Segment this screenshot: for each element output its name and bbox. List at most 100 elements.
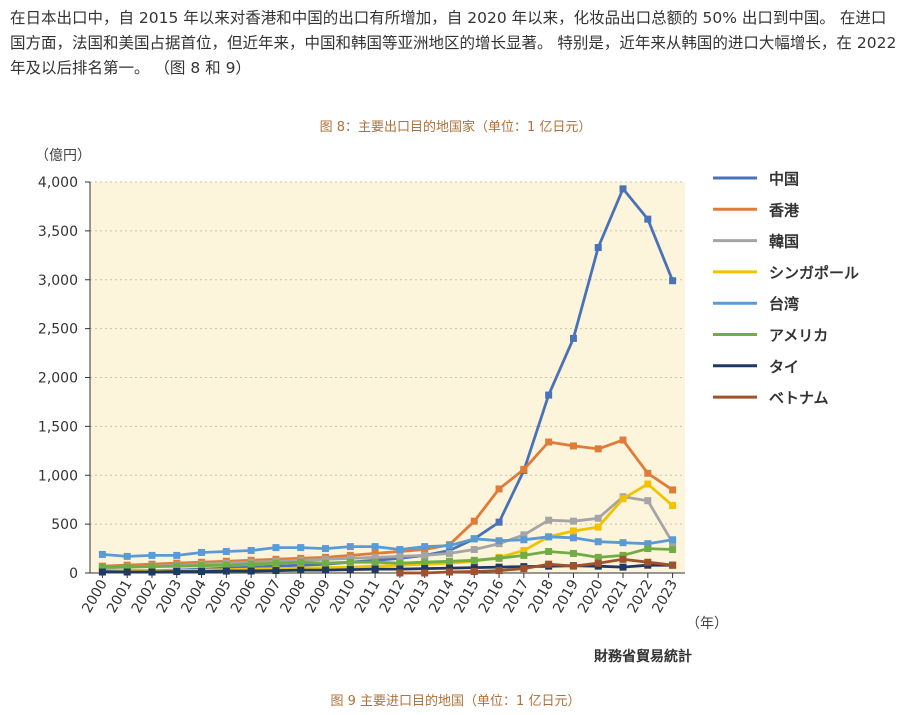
data-point xyxy=(346,558,354,566)
intro-paragraph: 在日本出口中，自 2015 年以来对香港和中国的出口有所增加，自 2020 年以… xyxy=(10,9,897,77)
data-point xyxy=(297,558,305,566)
data-point xyxy=(272,559,280,567)
legend-label: 中国 xyxy=(769,170,799,188)
data-point xyxy=(520,465,528,473)
data-point xyxy=(520,531,528,539)
data-point xyxy=(445,549,453,557)
series-7 xyxy=(396,555,677,577)
data-point xyxy=(669,561,677,569)
data-point xyxy=(470,517,478,525)
data-point xyxy=(495,518,503,526)
data-point xyxy=(569,562,577,570)
data-point xyxy=(619,539,627,547)
legend-label: 香港 xyxy=(769,201,800,219)
legend-item: 中国 xyxy=(713,170,799,188)
data-point xyxy=(520,547,528,555)
data-point xyxy=(545,438,553,446)
data-point xyxy=(545,533,553,541)
data-point xyxy=(371,565,379,573)
legend-item: シンガポール xyxy=(713,264,859,282)
legend-label: 台湾 xyxy=(769,295,799,313)
data-point xyxy=(173,551,181,559)
y-tick-label: 1,500 xyxy=(38,419,78,435)
legend-label: タイ xyxy=(769,358,799,376)
data-point xyxy=(545,391,553,399)
y-tick-label: 3,500 xyxy=(38,224,78,240)
data-point xyxy=(371,543,379,551)
data-point xyxy=(222,547,230,555)
data-point xyxy=(198,562,206,570)
data-point xyxy=(396,569,404,577)
data-point xyxy=(445,568,453,576)
y-tick-label: 0 xyxy=(69,566,78,582)
data-point xyxy=(198,548,206,556)
data-point xyxy=(297,566,305,574)
series-line xyxy=(102,438,674,568)
y-tick-label: 1,000 xyxy=(38,468,78,484)
data-point xyxy=(520,565,528,573)
line-chart: 05001,0001,5002,0002,5003,0003,5004,000 … xyxy=(35,148,859,665)
data-point xyxy=(222,567,230,575)
data-point xyxy=(619,555,627,563)
data-point xyxy=(247,560,255,568)
data-point xyxy=(644,545,652,553)
data-point xyxy=(445,557,453,565)
data-point xyxy=(619,436,627,444)
series-4 xyxy=(98,533,677,560)
series-layer xyxy=(98,185,677,577)
data-point xyxy=(669,486,677,494)
data-point xyxy=(470,568,478,576)
data-point xyxy=(470,546,478,554)
data-point xyxy=(148,563,156,571)
data-point xyxy=(569,549,577,557)
y-tick-label: 2,500 xyxy=(38,322,78,338)
data-point xyxy=(569,527,577,535)
data-point xyxy=(247,547,255,555)
y-tick-label: 4,000 xyxy=(38,175,78,191)
data-point xyxy=(594,514,602,522)
data-point xyxy=(594,559,602,567)
data-point xyxy=(644,558,652,566)
legend-item: アメリカ xyxy=(713,327,828,345)
data-point xyxy=(619,551,627,559)
data-point xyxy=(470,556,478,564)
data-point xyxy=(346,566,354,574)
data-point xyxy=(644,215,652,223)
data-point xyxy=(594,553,602,561)
data-point xyxy=(198,568,206,576)
data-point xyxy=(669,546,677,554)
x-tick-label: 2023 xyxy=(649,577,681,616)
source-note: 財務省貿易統計 xyxy=(593,648,692,665)
data-point xyxy=(545,547,553,555)
data-point xyxy=(669,502,677,510)
data-point xyxy=(644,469,652,477)
y-tick-label: 2,000 xyxy=(38,371,78,387)
legend-label: ベトナム xyxy=(769,389,829,407)
data-point xyxy=(371,558,379,566)
data-point xyxy=(421,551,429,559)
data-point xyxy=(371,549,379,557)
data-point xyxy=(470,564,478,572)
data-point xyxy=(272,544,280,552)
data-point xyxy=(421,543,429,551)
data-point xyxy=(421,558,429,566)
data-point xyxy=(644,540,652,548)
data-point xyxy=(520,551,528,559)
legend-item: 韓国 xyxy=(713,233,799,251)
series-line xyxy=(102,495,674,570)
data-point xyxy=(396,546,404,554)
data-point xyxy=(396,559,404,567)
data-point xyxy=(569,442,577,450)
data-point xyxy=(173,562,181,570)
data-point xyxy=(520,536,528,544)
data-point xyxy=(346,543,354,551)
data-point xyxy=(669,536,677,544)
data-point xyxy=(173,568,181,576)
series-line xyxy=(102,535,673,558)
figure-caption-top: 图 8：主要出口目的地国家（单位：1 亿日元） xyxy=(319,120,592,135)
data-point xyxy=(495,537,503,545)
data-point xyxy=(123,568,131,576)
data-point xyxy=(421,565,429,573)
data-point xyxy=(247,567,255,575)
data-point xyxy=(619,495,627,503)
